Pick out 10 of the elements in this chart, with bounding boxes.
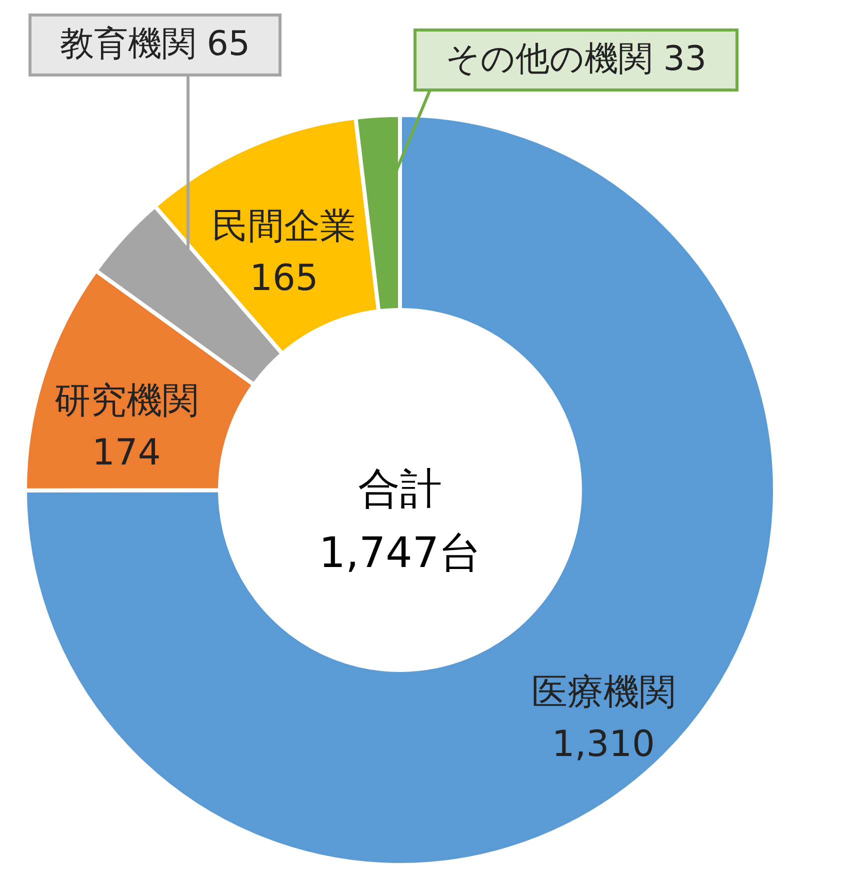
slice-label: その他の機関 33 [445, 39, 707, 79]
slice-label: 医療機関 [531, 672, 676, 714]
slice-label: 教育機関 65 [60, 24, 250, 64]
data-label: 174 [92, 432, 161, 474]
data-label: 165 [250, 258, 318, 299]
slice-label: 研究機関 [54, 380, 198, 422]
slice-label: 民間企業 [212, 206, 356, 247]
data-label: 1,310 [552, 724, 655, 766]
text: 合計 [358, 464, 442, 513]
text: 1,747台 [318, 528, 482, 577]
